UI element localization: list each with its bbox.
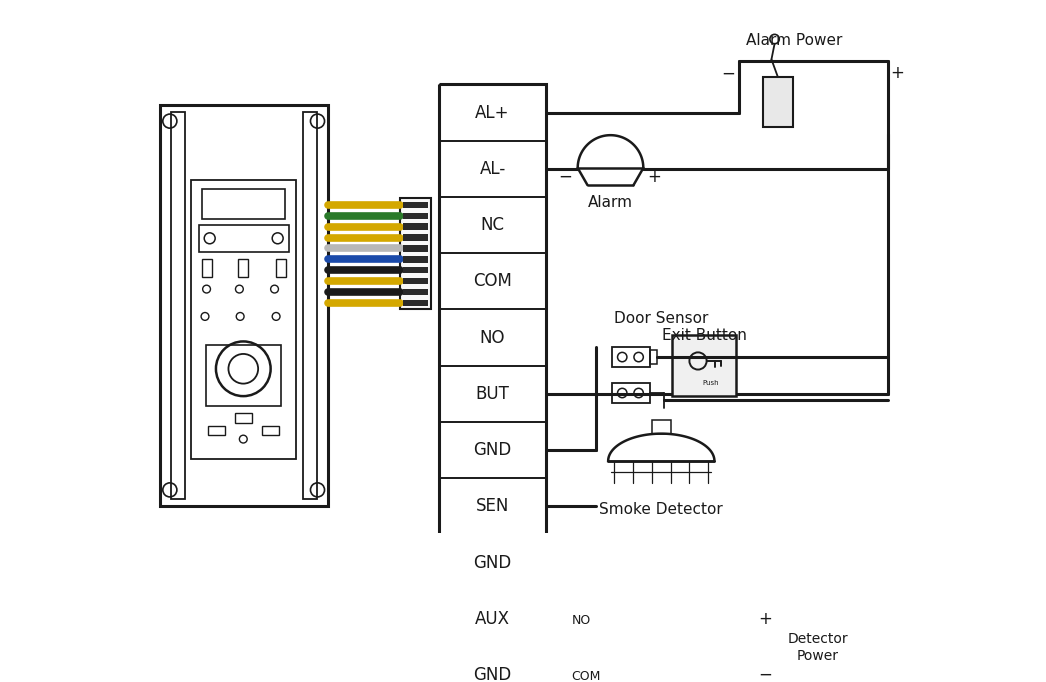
Bar: [403, 289, 428, 295]
Text: BUT: BUT: [476, 385, 509, 403]
Text: Alarm: Alarm: [588, 195, 633, 210]
Bar: [403, 213, 428, 219]
Text: COM: COM: [571, 670, 600, 682]
Bar: [775, 610, 798, 682]
Bar: [237, 259, 248, 277]
Bar: [403, 235, 428, 241]
Text: −: −: [559, 168, 572, 186]
Bar: [160, 106, 327, 505]
Bar: [673, 335, 736, 396]
Bar: [403, 202, 428, 208]
Bar: [206, 345, 280, 406]
Text: NO: NO: [480, 329, 505, 346]
Text: COM: COM: [473, 272, 511, 291]
Bar: [650, 350, 657, 364]
Text: GND: GND: [474, 666, 511, 682]
Text: SEN: SEN: [476, 497, 509, 516]
Bar: [302, 112, 317, 499]
Bar: [403, 300, 428, 306]
Bar: [612, 347, 650, 367]
Bar: [612, 383, 650, 403]
Text: Smoke Detector: Smoke Detector: [599, 502, 723, 517]
Bar: [263, 426, 279, 435]
Bar: [208, 426, 225, 435]
Bar: [652, 419, 670, 434]
Text: +: +: [647, 168, 661, 186]
Bar: [202, 189, 286, 219]
Text: AUX: AUX: [475, 610, 510, 628]
Text: +: +: [890, 64, 904, 83]
Bar: [763, 76, 793, 128]
Bar: [191, 179, 296, 458]
Bar: [438, 85, 546, 682]
Bar: [202, 259, 212, 277]
Text: GND: GND: [474, 441, 511, 459]
Bar: [403, 246, 428, 252]
Text: Exit Button: Exit Button: [662, 329, 747, 344]
Text: Alarm Power: Alarm Power: [746, 33, 842, 48]
Text: AL+: AL+: [475, 104, 509, 121]
Bar: [199, 225, 289, 252]
Text: Power: Power: [797, 649, 839, 664]
Text: Door Sensor: Door Sensor: [614, 311, 708, 326]
Text: AL-: AL-: [479, 160, 505, 178]
Text: +: +: [758, 610, 772, 628]
Text: Detector: Detector: [788, 632, 848, 646]
Bar: [170, 112, 185, 499]
Bar: [403, 256, 428, 263]
Text: NC: NC: [480, 216, 504, 234]
Text: −: −: [758, 666, 772, 682]
Bar: [234, 413, 252, 423]
Bar: [403, 278, 428, 284]
Text: Push: Push: [702, 380, 719, 386]
Bar: [276, 259, 287, 277]
Text: −: −: [722, 64, 735, 83]
Text: GND: GND: [474, 554, 511, 572]
Bar: [403, 267, 428, 273]
Bar: [400, 198, 431, 310]
Text: NO: NO: [571, 614, 591, 627]
Bar: [403, 224, 428, 230]
